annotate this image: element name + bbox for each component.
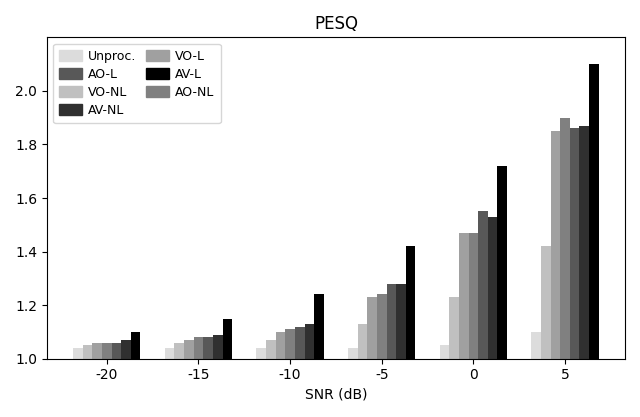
Bar [367, 297, 377, 417]
Bar [387, 284, 396, 417]
Bar [131, 332, 141, 417]
Bar [468, 233, 478, 417]
Bar [204, 337, 213, 417]
Bar [164, 348, 174, 417]
Bar [541, 246, 550, 417]
Bar [550, 131, 560, 417]
Bar [174, 343, 184, 417]
Bar [377, 294, 387, 417]
Bar [257, 348, 266, 417]
Bar [348, 348, 358, 417]
Bar [285, 329, 295, 417]
Bar [184, 340, 194, 417]
Bar [305, 324, 314, 417]
Bar [488, 217, 497, 417]
Bar [295, 327, 305, 417]
Bar [478, 211, 488, 417]
Bar [266, 340, 276, 417]
Bar [497, 166, 507, 417]
Legend: Unproc., AO-L, VO-NL, AV-NL, VO-L, AV-L, AO-NL, : Unproc., AO-L, VO-NL, AV-NL, VO-L, AV-L,… [53, 44, 221, 123]
Bar [570, 128, 579, 417]
Title: PESQ: PESQ [314, 15, 358, 33]
Bar [102, 343, 111, 417]
Bar [73, 348, 83, 417]
Bar [406, 246, 415, 417]
Bar [276, 332, 285, 417]
X-axis label: SNR (dB): SNR (dB) [305, 388, 367, 402]
Bar [111, 343, 121, 417]
Bar [579, 126, 589, 417]
Bar [213, 334, 223, 417]
Bar [121, 340, 131, 417]
Bar [358, 324, 367, 417]
Bar [560, 118, 570, 417]
Bar [440, 345, 449, 417]
Bar [396, 284, 406, 417]
Bar [459, 233, 468, 417]
Bar [194, 337, 204, 417]
Bar [92, 343, 102, 417]
Bar [589, 64, 599, 417]
Bar [314, 294, 324, 417]
Bar [531, 332, 541, 417]
Bar [83, 345, 92, 417]
Bar [449, 297, 459, 417]
Bar [223, 319, 232, 417]
